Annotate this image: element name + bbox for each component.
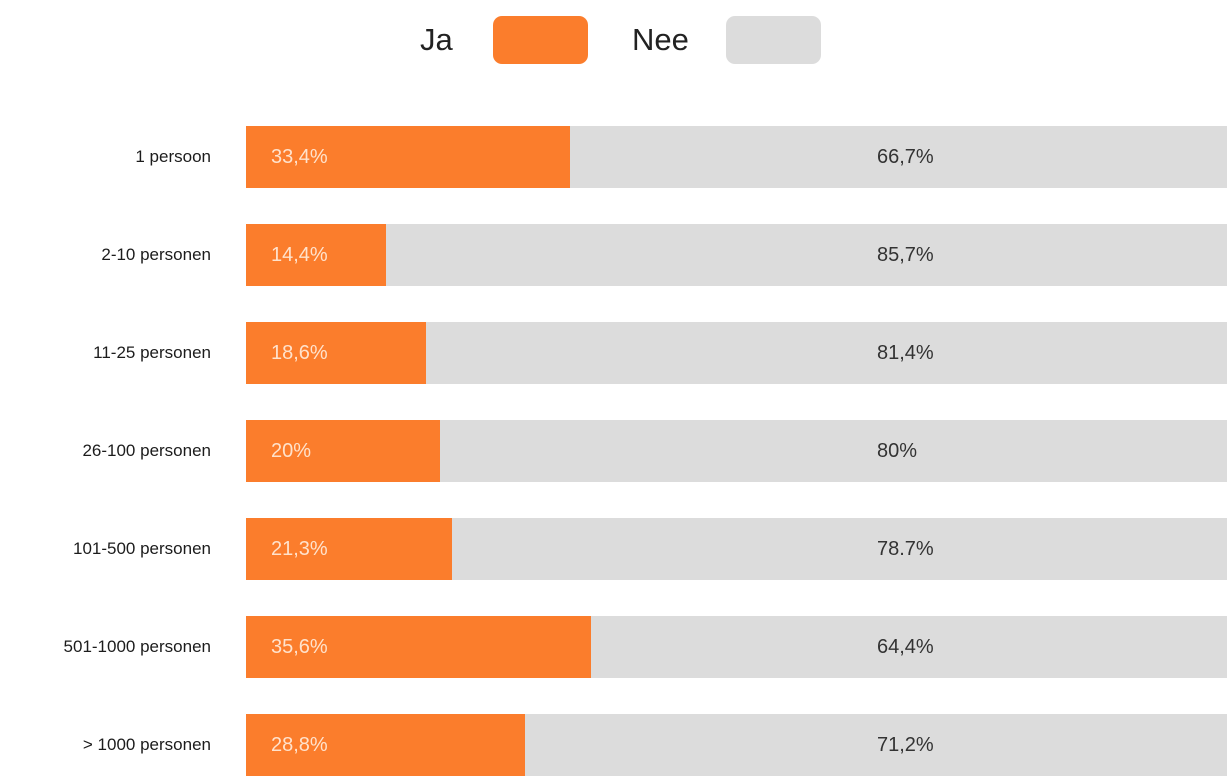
value-label-nee: 66,7% — [877, 146, 934, 168]
value-label-nee: 71,2% — [877, 734, 934, 756]
bar-nee — [246, 224, 1227, 286]
category-label: 1 persoon — [135, 147, 211, 166]
bar-ja — [246, 420, 440, 482]
legend-swatch-nee — [726, 16, 821, 64]
bar-ja — [246, 518, 452, 580]
bar-row — [246, 616, 1227, 678]
category-label: 501-1000 personen — [63, 637, 211, 656]
value-label-ja: 21,3% — [271, 538, 328, 560]
bar-row — [246, 126, 1227, 188]
value-label-nee: 64,4% — [877, 636, 934, 658]
legend-label-nee: Nee — [632, 22, 689, 57]
category-label: 101-500 personen — [72, 539, 211, 558]
bar-row — [246, 518, 1227, 580]
value-label-ja: 33,4% — [271, 146, 328, 168]
value-label-nee: 85,7% — [877, 244, 934, 266]
bar-row — [246, 224, 1227, 286]
bar-ja — [246, 126, 570, 188]
value-label-ja: 35,6% — [271, 636, 328, 658]
bar-row — [246, 420, 1227, 482]
value-label-nee: 78.7% — [877, 538, 934, 560]
bar-ja — [246, 616, 591, 678]
value-label-ja: 14,4% — [271, 244, 328, 266]
bar-ja — [246, 322, 426, 384]
value-label-ja: 18,6% — [271, 342, 328, 364]
category-label: 2-10 personen — [101, 245, 211, 264]
bar-row — [246, 322, 1227, 384]
value-label-ja: 20% — [271, 440, 312, 462]
bar-ja — [246, 224, 386, 286]
category-label: > 1000 personen — [82, 735, 211, 754]
legend-swatch-ja — [493, 16, 588, 64]
bar-row — [246, 714, 1227, 776]
value-label-ja: 28,8% — [271, 734, 328, 756]
category-label: 26-100 personen — [82, 441, 211, 460]
value-label-nee: 81,4% — [877, 342, 934, 364]
value-label-nee: 80% — [877, 440, 918, 462]
bar-ja — [246, 714, 525, 776]
legend-label-ja: Ja — [420, 22, 453, 57]
chart-legend: Ja Nee — [0, 14, 1227, 66]
category-label: 11-25 personen — [93, 343, 211, 362]
